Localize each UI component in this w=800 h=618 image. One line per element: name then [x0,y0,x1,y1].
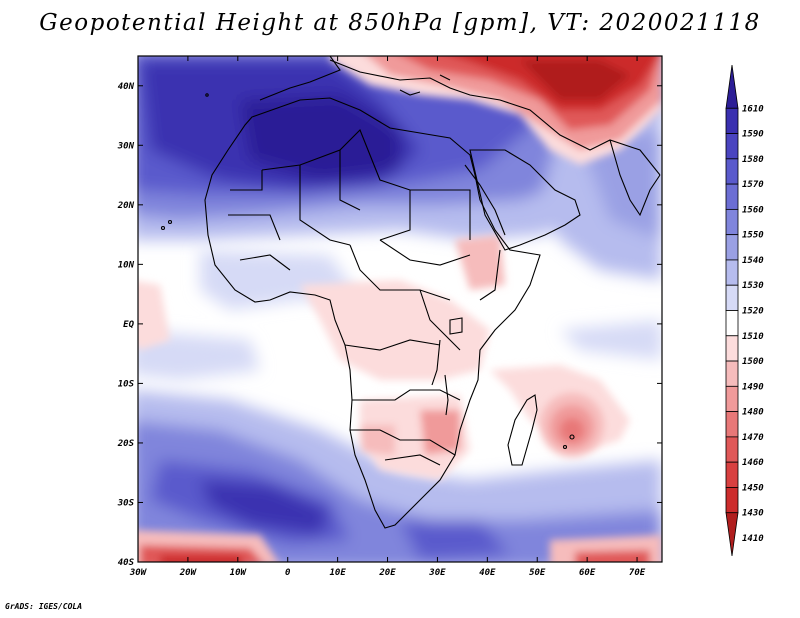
colorbar-swatch [725,436,739,463]
lon-label: 20W [179,568,198,578]
colorbar-level-label: 1500 [742,357,764,367]
lat-label: 20N [117,201,135,211]
colorbar-swatch [725,158,739,185]
colorbar-swatch [725,183,739,210]
lon-label: 10E [329,568,346,578]
lat-label: 10N [118,260,135,270]
colorbar-level-label: 1610 [742,104,764,114]
map-title: Geopotential Height at 850hPa [gpm], VT:… [39,10,761,36]
colorbar-level-label: 1450 [742,483,764,493]
lat-label: EQ [123,320,134,330]
colorbar: 1610 1590 1580 1570 1560 1550 1540 1530 1520 1510… [725,64,764,557]
colorbar-cap-top [725,64,739,109]
lon-label: 70E [629,568,646,578]
lon-label: 60E [579,568,596,578]
colorbar-level-label: 1540 [742,256,764,266]
lat-label: 20S [117,439,135,449]
lon-label: 30E [428,568,446,578]
colorbar-swatch [725,259,739,286]
colorbar-swatch [725,335,739,362]
lon-label: 30W [129,568,148,578]
lat-label: 30N [117,141,135,151]
lon-label: 10W [230,568,248,578]
colorbar-swatch [725,385,739,413]
colorbar-level-label: 1470 [742,433,764,443]
colorbar-level-label: 1410 [742,534,764,544]
colorbar-level-label: 1570 [742,180,764,190]
lat-label: 10S [118,379,135,389]
colorbar-level-label: 1510 [742,332,764,342]
colorbar-swatch [725,310,739,337]
lat-label: 40N [118,82,135,92]
lon-label: 50E [529,568,546,578]
colorbar-swatch [725,234,739,261]
colorbar-level-label: 1430 [742,509,764,519]
colorbar-level-label: 1520 [742,307,764,317]
lon-label: 0 [285,568,291,578]
colorbar-level-label: 1590 [742,130,764,140]
credit-text: GrADS: IGES/COLA [5,602,83,611]
lat-label: 40S [118,558,135,568]
colorbar-swatch [725,461,739,488]
colorbar-level-label: 1480 [742,408,764,418]
colorbar-level-label: 1460 [742,458,764,468]
map-frame [137,55,663,563]
colorbar-swatch [725,284,739,311]
colorbar-level-label: 1550 [742,231,764,241]
colorbar-level-label: 1490 [742,382,764,392]
colorbar-level-label: 1560 [742,205,764,215]
lon-label: 20E [378,568,396,578]
colorbar-swatch [725,133,739,160]
lon-label: 40E [479,568,496,578]
colorbar-cap-bottom [725,512,739,557]
colorbar-swatch [725,360,739,387]
coastlines [160,56,661,529]
height-field [138,56,662,562]
colorbar-swatch [725,208,739,236]
lat-label: 30S [117,498,135,508]
colorbar-swatch [725,107,739,134]
colorbar-swatch [725,411,739,438]
colorbar-level-label: 1530 [742,281,764,291]
colorbar-level-label: 1580 [742,155,764,165]
colorbar-swatch [725,487,739,514]
